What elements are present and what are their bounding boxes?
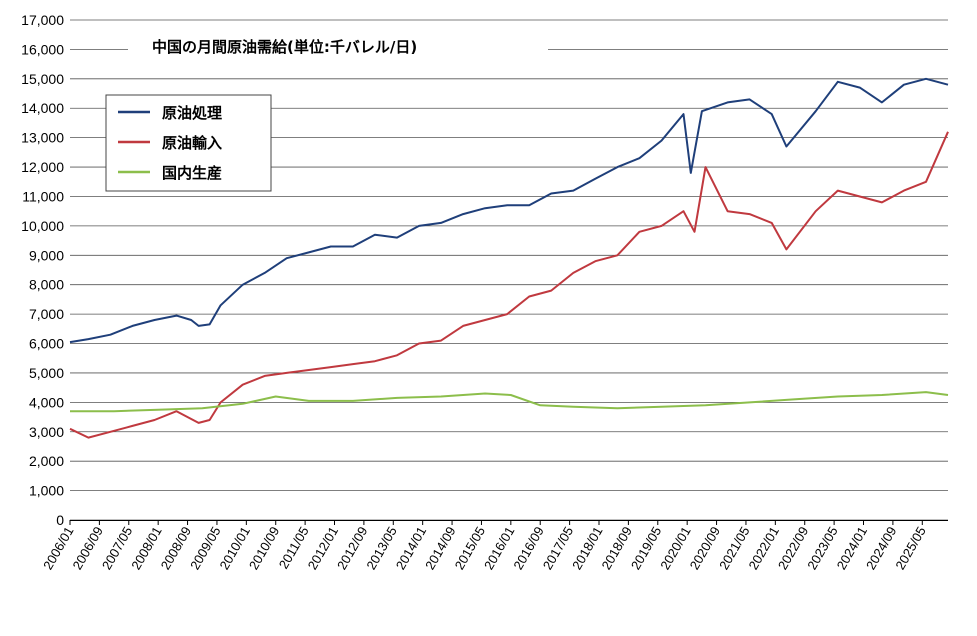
series-line-0 — [69, 77, 949, 344]
series-line-1 — [69, 131, 949, 439]
y-tick-label: 5,000 — [29, 365, 64, 381]
y-tick-label: 8,000 — [29, 277, 64, 293]
series-group — [69, 77, 949, 439]
y-tick-label: 7,000 — [29, 306, 64, 322]
y-axis-ticks: 0 1,000 2,000 3,000 4,000 5,000 6,000 7,000 8,00… — [21, 12, 64, 528]
chart-title: 中国の月間原油需給(単位:千バレル/日) — [152, 38, 417, 56]
y-tick-label: 11,000 — [22, 188, 64, 204]
legend-label-refining: 原油処理 — [162, 104, 222, 122]
y-tick-label: 14,000 — [21, 100, 64, 116]
title-background — [128, 32, 548, 60]
y-tick-label: 15,000 — [21, 71, 64, 87]
y-tick-label: 10,000 — [21, 218, 64, 234]
y-tick-label: 17,000 — [21, 12, 64, 28]
y-tick-label: 12,000 — [21, 159, 64, 175]
y-tick-label: 6,000 — [29, 336, 64, 352]
y-tick-label: 3,000 — [29, 424, 64, 440]
legend-label-imports: 原油輸入 — [162, 134, 222, 152]
series-line-2 — [70, 391, 949, 413]
y-tick-label: 9,000 — [29, 247, 64, 263]
y-tick-label: 1,000 — [29, 483, 64, 499]
y-tick-label: 4,000 — [29, 394, 64, 410]
x-axis-line — [70, 520, 948, 521]
legend-label-production: 国内生産 — [162, 164, 222, 182]
y-tick-label: 0 — [56, 512, 64, 528]
y-tick-label: 13,000 — [21, 130, 64, 146]
y-tick-label: 2,000 — [29, 453, 64, 469]
x-axis-ticks: 2006/012006/092007/052008/012008/092009/… — [40, 520, 929, 572]
y-tick-label: 16,000 — [21, 41, 64, 57]
